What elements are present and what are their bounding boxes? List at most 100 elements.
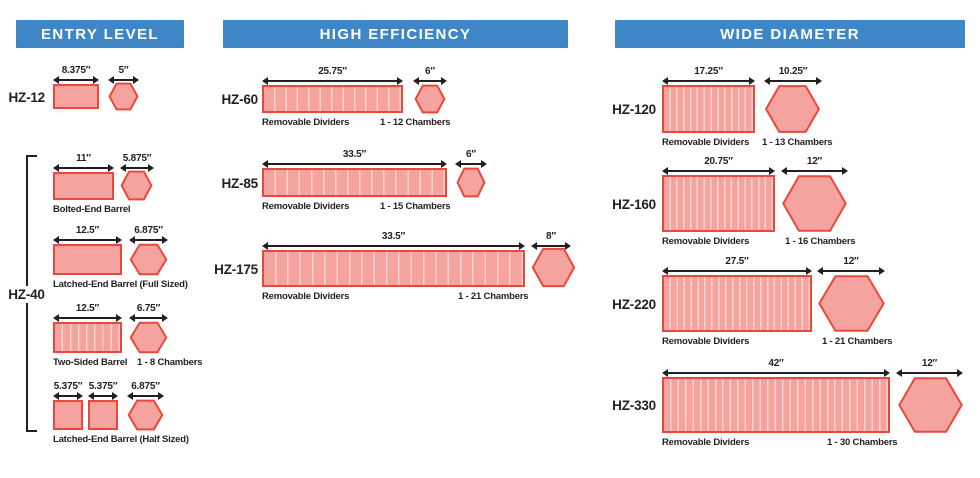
hz40-two-sided-barrel	[53, 322, 122, 353]
hexagon-shape	[122, 172, 152, 200]
hz40-bolted-barrel-dimension: 11″	[53, 153, 114, 171]
hexagon-shape	[766, 86, 819, 132]
hz160-barrel	[662, 175, 775, 232]
dimension-arrow-icon	[53, 164, 114, 171]
dimension-arrow-icon	[662, 369, 890, 376]
dimension-arrow-icon	[53, 314, 122, 321]
dimension-arrow-icon	[129, 314, 168, 321]
hz60-barrel	[262, 85, 403, 113]
hz60-chambers-caption: 1 - 12 Chambers	[380, 117, 451, 128]
hz120-chambers-caption: 1 - 13 Chambers	[762, 137, 833, 148]
hz12-label: HZ-12	[8, 90, 45, 105]
dimension-arrow-icon	[455, 160, 487, 167]
hz330-hex-dimension: 12″	[896, 358, 963, 376]
hz120-hexagon-icon	[765, 85, 820, 133]
dimension-value: 6″	[466, 149, 476, 160]
hz160-barrel-dimension: 20.75″	[662, 156, 775, 174]
hz40-latched-half-hex-dimension: 6.875″	[127, 381, 164, 399]
dimension-value: 8.375″	[61, 65, 91, 76]
dimension-arrow-icon	[262, 160, 447, 167]
dimension-arrow-icon	[53, 392, 83, 399]
dimension-arrow-icon	[53, 236, 122, 243]
hz12-barrel-dimension: 8.375″	[53, 65, 99, 83]
hz40-two-sided-hexagon-icon	[130, 322, 167, 353]
dimension-value: 12.5″	[75, 303, 100, 314]
dimension-value: 12″	[843, 256, 859, 267]
dimension-value: 20.75″	[704, 156, 733, 167]
hz85-barrel	[262, 168, 447, 197]
hz40-bolted-barrel	[53, 172, 114, 200]
hz175-hexagon-icon	[532, 248, 575, 287]
dimension-value: 6.875″	[134, 225, 163, 236]
hz175-chambers-caption: 1 - 21 Chambers	[458, 291, 529, 302]
hz40-latched-half-caption: Latched-End Barrel (Half Sized)	[53, 434, 189, 445]
dimension-value: 12″	[921, 358, 938, 369]
hexagon-shape	[129, 401, 163, 430]
hz60-label: HZ-60	[221, 92, 258, 107]
hz175-label: HZ-175	[214, 262, 258, 277]
hz175-barrel-caption: Removable Dividers	[262, 291, 350, 302]
dimension-value: 27.5″	[725, 256, 749, 267]
dimension-value: 5″	[118, 65, 129, 76]
dimension-arrow-icon	[531, 242, 571, 249]
dimension-arrow-icon	[764, 77, 822, 84]
dimension-arrow-icon	[262, 242, 525, 249]
hz12-hex-dimension: 5″	[108, 65, 139, 83]
dimension-value: 6.75″	[136, 303, 161, 314]
section-header-wide-diameter: WIDE DIAMETER	[615, 20, 965, 48]
hz40-label: HZ-40	[2, 286, 51, 303]
dimension-arrow-icon	[817, 267, 885, 274]
hz60-barrel-caption: Removable Dividers	[262, 117, 350, 128]
hexagon-shape	[416, 86, 445, 113]
hz85-barrel-caption: Removable Dividers	[262, 201, 350, 212]
hz85-label: HZ-85	[221, 176, 258, 191]
hz40-bolted-hex-dimension: 5.875″	[120, 153, 154, 171]
hz40-two-sided-hex-dimension: 6.75″	[129, 303, 168, 321]
dimension-value: 5.875″	[122, 153, 152, 164]
hz40-latched-full-barrel	[53, 244, 122, 275]
dimension-value: 6.875″	[131, 381, 160, 392]
hz40-latched-half-barrel2	[88, 400, 118, 430]
hz40-two-sided-caption: Two-Sided Barrel	[53, 357, 128, 368]
dimension-value: 8″	[546, 231, 556, 242]
hz160-hex-dimension: 12″	[781, 156, 848, 174]
hz120-hex-dimension: 10.25″	[764, 66, 822, 84]
hz175-hex-dimension: 8″	[531, 231, 571, 249]
hz220-chambers-caption: 1 - 21 Chambers	[822, 336, 893, 347]
hz220-label: HZ-220	[612, 297, 656, 312]
dimension-arrow-icon	[262, 77, 403, 84]
hz40-latched-full-hexagon-icon	[130, 244, 167, 275]
hz85-barrel-dimension: 33.5″	[262, 149, 447, 167]
dimension-value: 42″	[768, 358, 784, 369]
hz40-bolted-caption: Bolted-End Barrel	[53, 204, 131, 215]
hz330-barrel-caption: Removable Dividers	[662, 437, 750, 448]
hz175-barrel-dimension: 33.5″	[262, 231, 525, 249]
dimension-value: 5.375″	[88, 381, 118, 392]
hz12-barrel	[53, 84, 99, 109]
hz120-label: HZ-120	[612, 102, 656, 117]
hz175-barrel	[262, 250, 525, 287]
section-header-high-efficiency: HIGH EFFICIENCY	[223, 20, 568, 48]
dimension-arrow-icon	[662, 167, 775, 174]
hz220-barrel	[662, 275, 812, 332]
dimension-value: 12″	[806, 156, 823, 167]
hexagon-shape	[131, 245, 167, 275]
hz160-label: HZ-160	[612, 197, 656, 212]
dimension-arrow-icon	[127, 392, 164, 399]
hz40-latched-full-hex-dimension: 6.875″	[129, 225, 168, 243]
hexagon-shape	[533, 249, 574, 286]
hz330-barrel	[662, 377, 890, 433]
dimension-arrow-icon	[781, 167, 848, 174]
hz85-chambers-caption: 1 - 15 Chambers	[380, 201, 451, 212]
hz220-hex-dimension: 12″	[817, 256, 885, 274]
dimension-value: 12.5″	[75, 225, 100, 236]
dimension-arrow-icon	[662, 77, 755, 84]
dimension-value: 17.25″	[694, 66, 723, 77]
hz40-latched-full-caption: Latched-End Barrel (Full Sized)	[53, 279, 188, 290]
hz330-hexagon-icon	[898, 377, 963, 433]
dimension-value: 11″	[76, 153, 91, 164]
dimension-value: 25.75″	[318, 66, 347, 77]
dimension-value: 33.5″	[381, 231, 406, 242]
hz60-hex-dimension: 6″	[413, 66, 447, 84]
